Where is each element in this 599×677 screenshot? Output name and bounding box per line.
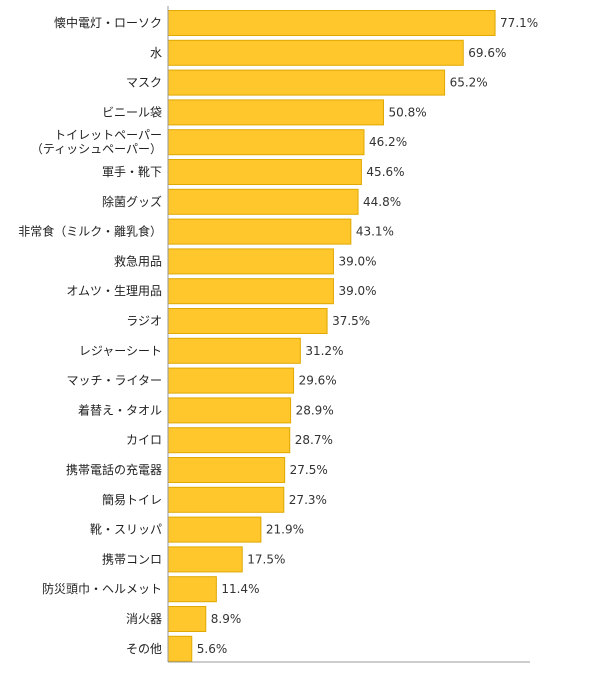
bar-21	[167, 606, 207, 632]
bar-15	[167, 427, 291, 454]
bar-2	[167, 39, 464, 66]
value-label: 45.6%	[366, 165, 404, 179]
value-label: 8.9%	[211, 612, 242, 626]
category-label: 靴・スリッパ	[90, 523, 162, 537]
value-label: 29.6%	[299, 374, 337, 388]
category-label: 水	[150, 46, 162, 60]
value-labels: 77.1% 69.6% 65.2% 50.8% 46.2% 45.6% 44.8% 43.1%…	[197, 16, 538, 656]
category-label: 軍手・靴下	[102, 165, 162, 179]
category-label: オムツ・生理用品	[66, 284, 162, 298]
category-label: 防災頭巾・ヘルメット	[42, 581, 162, 596]
category-label: 消火器	[126, 612, 162, 626]
category-label: 救急用品	[114, 253, 162, 268]
value-label: 77.1%	[500, 16, 538, 30]
bar-8	[167, 218, 352, 245]
category-label: マッチ・ライター	[66, 374, 162, 388]
bar-17	[167, 486, 285, 513]
value-label: 65.2%	[450, 76, 488, 90]
value-label: 37.5%	[332, 314, 370, 328]
category-label: 着替え・タオル	[78, 402, 162, 417]
value-label: 44.8%	[363, 195, 401, 209]
bar-3	[167, 69, 446, 96]
category-label: ビニール袋	[102, 105, 162, 119]
category-label: 非常食（ミルク・離乳食）	[18, 224, 162, 239]
bar-14	[167, 397, 292, 424]
bars-layer	[167, 10, 496, 662]
value-label: 11.4%	[221, 582, 259, 596]
bar-1	[167, 10, 496, 36]
category-label: ラジオ	[126, 314, 162, 328]
value-label: 43.1%	[356, 225, 394, 239]
value-label: 21.9%	[266, 523, 304, 537]
bar-22	[167, 635, 193, 662]
bar-7	[167, 188, 359, 215]
category-label: 懐中電灯・ローソク	[54, 15, 162, 30]
bar-13	[167, 367, 295, 394]
bar-9	[167, 248, 334, 275]
bar-6	[167, 159, 362, 185]
value-label: 28.9%	[296, 403, 334, 417]
value-label: 27.3%	[289, 493, 327, 507]
category-label: 除菌グッズ	[102, 194, 162, 209]
bar-20	[167, 576, 217, 603]
bar-19	[167, 546, 243, 573]
category-label: カイロ	[126, 433, 162, 447]
value-label: 31.2%	[305, 344, 343, 358]
category-label: レジャーシート	[79, 344, 162, 358]
bar-18	[167, 516, 262, 543]
bar-16	[167, 457, 286, 483]
bar-4	[167, 99, 384, 126]
bar-11	[167, 308, 328, 334]
value-label: 28.7%	[295, 433, 333, 447]
category-label: マスク	[126, 76, 162, 90]
value-label: 39.0%	[338, 284, 376, 298]
bar-12	[167, 337, 301, 364]
value-label: 46.2%	[369, 135, 407, 149]
value-label: 5.6%	[197, 642, 228, 656]
value-label: 17.5%	[247, 552, 285, 566]
value-label: 27.5%	[290, 463, 328, 477]
bar-10	[167, 278, 334, 305]
category-label: その他	[126, 642, 162, 656]
bar-5	[167, 129, 365, 156]
category-label: 携帯コンロ	[102, 551, 162, 566]
category-label: 携帯電話の充電器	[66, 462, 162, 477]
category-label: 簡易トイレ	[102, 492, 162, 507]
value-label: 39.0%	[338, 254, 376, 268]
value-label: 69.6%	[468, 46, 506, 60]
value-label: 50.8%	[388, 105, 426, 119]
category-label: トイレットペーパー（ティッシュペーパー）	[31, 128, 162, 156]
